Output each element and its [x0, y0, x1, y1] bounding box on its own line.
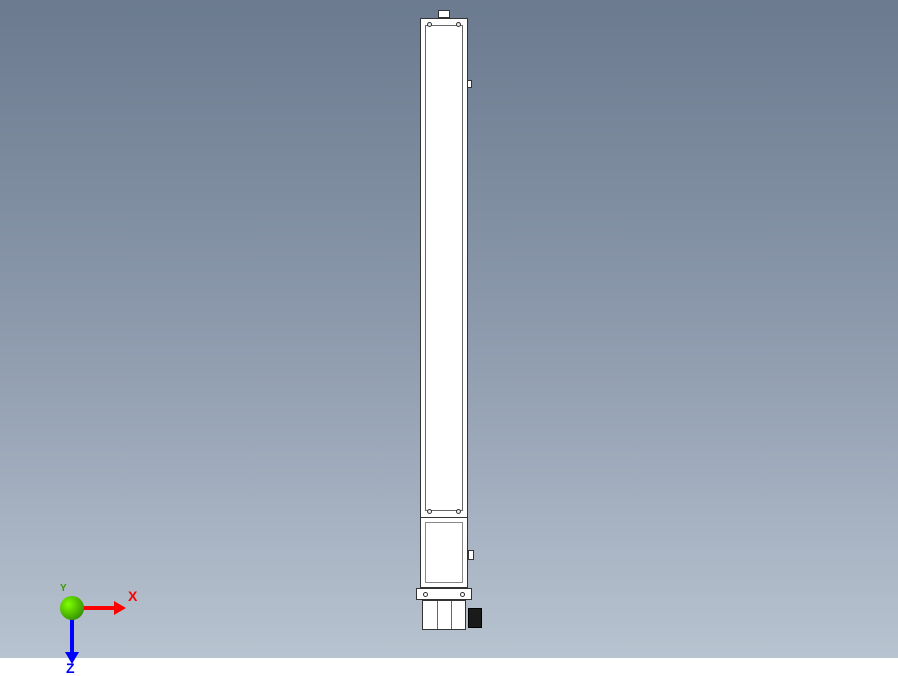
x-axis-label: X	[128, 588, 137, 604]
y-axis-label: Y	[60, 583, 67, 594]
bottom-divider	[437, 601, 438, 629]
mount-hole-top-left	[427, 22, 432, 27]
mount-hole-bottom-left	[427, 509, 432, 514]
side-knob	[468, 550, 474, 560]
side-tab	[468, 80, 472, 88]
bottom-assembly	[422, 600, 466, 630]
x-axis-line	[80, 606, 116, 610]
base-plate	[416, 588, 472, 600]
bottom-divider	[451, 601, 452, 629]
cad-model[interactable]	[420, 10, 468, 635]
coordinate-triad[interactable]: X Z Y	[60, 558, 140, 638]
column-inner-panel	[425, 25, 463, 511]
cad-viewport[interactable]: X Z Y	[0, 0, 898, 658]
lower-inner-panel	[425, 522, 463, 583]
base-hole-right	[460, 592, 465, 597]
lower-housing	[420, 518, 468, 588]
main-column-body	[420, 18, 468, 518]
top-connector	[438, 10, 450, 18]
z-axis-line	[70, 618, 74, 654]
base-hole-left	[423, 592, 428, 597]
triad-origin-sphere	[60, 596, 84, 620]
x-axis-arrow	[114, 601, 126, 615]
mount-hole-top-right	[456, 22, 461, 27]
mount-hole-bottom-right	[456, 509, 461, 514]
z-axis-label: Z	[66, 660, 75, 676]
motor-block	[468, 608, 482, 628]
